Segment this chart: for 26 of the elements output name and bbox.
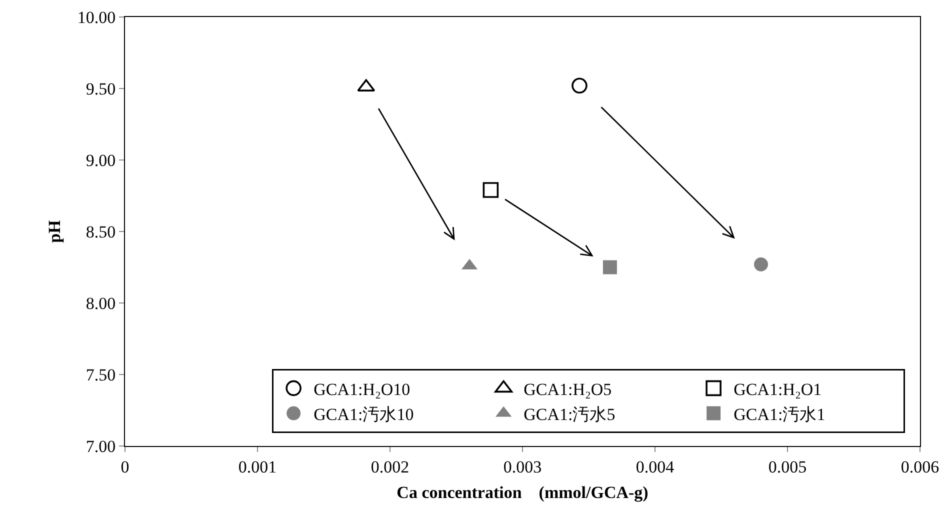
legend-label: GCA1:H₂O5 xyxy=(524,380,612,399)
x-tick-label: 0 xyxy=(120,457,130,476)
y-tick-label: 7.50 xyxy=(86,365,116,384)
legend-label: GCA1:H₂O10 xyxy=(314,380,410,399)
y-tick-label: 8.50 xyxy=(86,222,116,242)
point xyxy=(754,257,768,272)
y-tick-label: 9.50 xyxy=(86,79,116,98)
y-tick-label: 10.00 xyxy=(77,8,116,27)
point xyxy=(572,78,588,94)
legend-label: GCA1:汚水1 xyxy=(734,404,826,424)
point xyxy=(482,182,499,198)
x-tick-label: 0.001 xyxy=(238,457,277,476)
y-axis-title: pH xyxy=(44,220,64,243)
legend-label: GCA1:汚水5 xyxy=(524,404,616,424)
x-tick-label: 0.003 xyxy=(503,457,542,476)
x-tick-label: 0.005 xyxy=(768,457,807,476)
x-axis-title: Ca concentration (mmol/GCA-g) xyxy=(396,482,648,502)
y-tick-label: 8.00 xyxy=(86,294,116,313)
legend-label: GCA1:H₂O1 xyxy=(734,380,822,399)
x-tick-label: 0.004 xyxy=(636,457,675,476)
y-tick-label: 9.00 xyxy=(86,150,116,170)
x-tick-label: 0.002 xyxy=(370,457,410,476)
legend-label: GCA1:汚水10 xyxy=(314,404,414,424)
point xyxy=(602,260,617,274)
y-tick-label: 7.00 xyxy=(86,436,116,456)
x-tick-label: 0.006 xyxy=(900,457,940,476)
